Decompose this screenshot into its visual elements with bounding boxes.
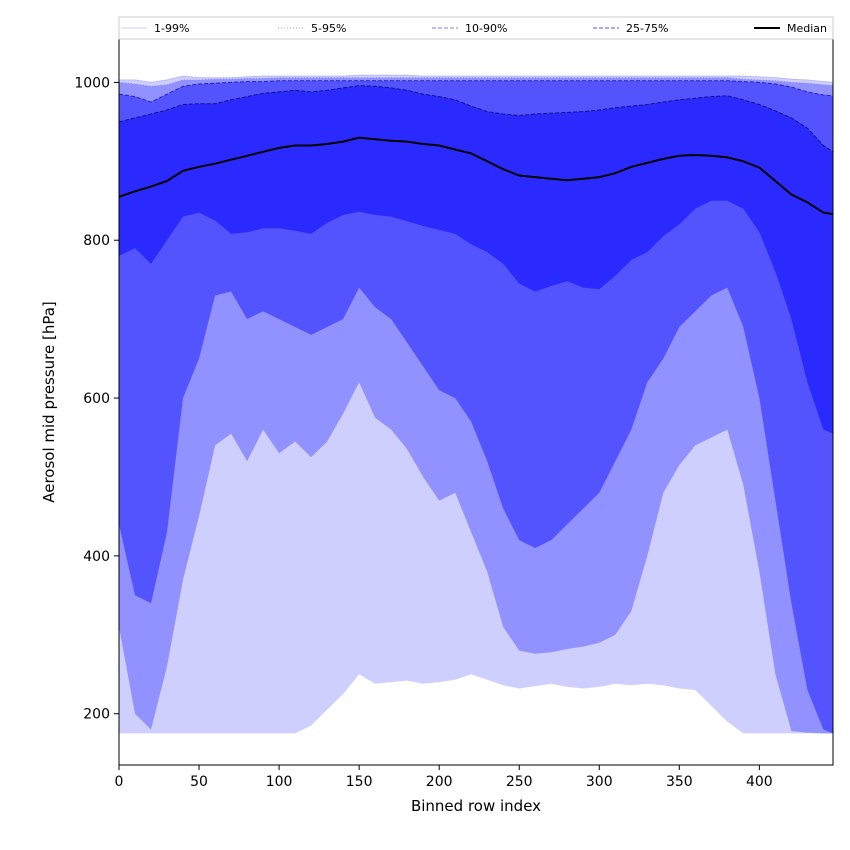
x-tick-label: 150: [346, 774, 373, 790]
y-tick-label: 800: [83, 233, 110, 249]
x-tick-label: 200: [426, 774, 453, 790]
legend: 1-99% 5-95% 10-90% 25-75% Median: [118, 16, 834, 40]
legend-label: 25-75%: [626, 22, 668, 35]
y-axis: 200 400 600 800 1000: [74, 75, 119, 723]
x-tick-label: 0: [115, 774, 124, 790]
band-25-75%: [119, 85, 833, 434]
legend-frame: [118, 16, 834, 40]
x-tick-label: 100: [266, 774, 293, 790]
x-tick-label: 400: [746, 774, 773, 790]
band-upper-edge-25-75%: [118, 85, 834, 153]
legend-label: 5-95%: [311, 22, 346, 35]
median-line: [118, 136, 834, 216]
y-tick-label: 400: [83, 549, 110, 565]
x-axis-title: Binned row index: [411, 797, 541, 815]
x-tick-label: 50: [190, 774, 208, 790]
y-tick-label: 1000: [74, 75, 110, 91]
y-tick-label: 600: [83, 391, 110, 407]
x-tick-label: 300: [586, 774, 613, 790]
legend-label: 10-90%: [465, 22, 507, 35]
bands-layer: [118, 74, 834, 734]
band-upper-edge-1-99%: [119, 74, 834, 83]
x-axis: 0 50 100 150 200 250 300 350 400: [115, 765, 773, 790]
legend-label: 1-99%: [154, 22, 189, 35]
x-tick-label: 350: [666, 774, 693, 790]
legend-label: Median: [787, 22, 827, 35]
median-layer: [118, 136, 834, 216]
y-tick-label: 200: [83, 707, 110, 723]
x-tick-label: 250: [506, 774, 533, 790]
y-axis-title: Aerosol mid pressure [hPa]: [40, 301, 58, 503]
